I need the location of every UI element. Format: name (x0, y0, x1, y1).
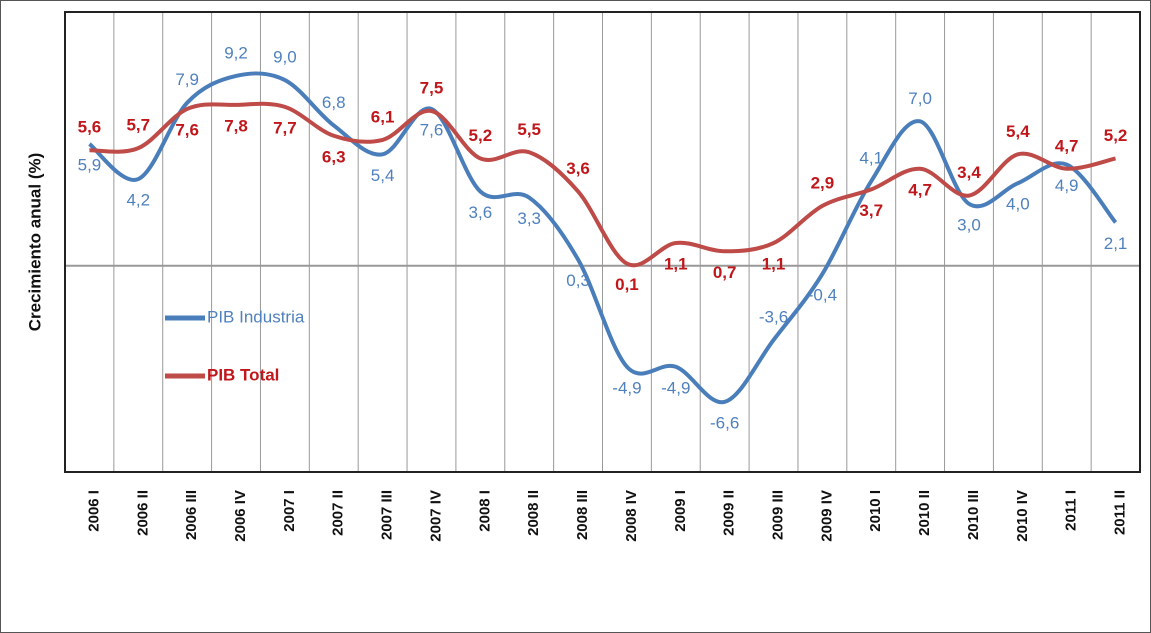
data-label: 4,0 (1006, 195, 1030, 214)
data-label: 3,6 (469, 203, 493, 222)
data-label: 7,5 (420, 78, 444, 97)
data-label: 3,0 (957, 215, 981, 234)
data-label: 0,7 (713, 263, 737, 282)
data-label: 7,6 (175, 120, 199, 139)
data-label: -6,6 (710, 413, 739, 432)
data-label: 3,3 (517, 209, 541, 228)
data-label: 6,8 (322, 93, 346, 112)
data-label: 5,6 (78, 118, 102, 137)
data-label: 4,2 (126, 191, 150, 210)
x-tick-label: 2009 II (721, 490, 738, 536)
data-label: 6,1 (371, 107, 395, 126)
data-label: 6,3 (322, 147, 346, 166)
y-axis-label: Crecimiento anual (%) (25, 153, 44, 332)
data-label: 7,6 (420, 120, 444, 139)
data-label: 7,9 (175, 70, 199, 89)
x-tick-label: 2010 IV (1014, 490, 1031, 542)
data-label: 4,9 (1055, 176, 1079, 195)
legend-label: PIB Industria (207, 307, 305, 326)
x-tick-label: 2010 III (965, 490, 982, 540)
x-tick-label: 2006 III (183, 490, 200, 540)
x-tick-label: 2010 I (867, 490, 884, 532)
x-tick-label: 2008 II (525, 490, 542, 536)
x-tick-label: 2008 III (574, 490, 591, 540)
x-tick-label: 2008 I (476, 490, 493, 532)
data-label: 0,1 (615, 275, 639, 294)
data-label: 2,9 (811, 173, 835, 192)
data-label: 4,7 (908, 180, 932, 199)
data-label: 3,7 (859, 201, 883, 220)
data-label: 9,2 (224, 43, 248, 62)
data-label: 5,5 (517, 120, 541, 139)
data-label: -4,9 (661, 378, 690, 397)
data-label: 9,0 (273, 48, 297, 67)
x-tick-label: 2007 III (379, 490, 396, 540)
x-tick-label: 2009 IV (818, 490, 835, 542)
series-line (88, 71, 1118, 405)
data-label: 1,1 (664, 255, 688, 274)
x-tick-label: 2006 I (85, 490, 102, 532)
data-label: 7,8 (224, 116, 248, 135)
plot-border (64, 11, 1141, 473)
x-tick-label: 2011 I (1063, 490, 1080, 531)
x-tick-label: 2008 IV (623, 490, 640, 542)
data-label: -0,4 (808, 285, 837, 304)
x-tick-label: 2006 IV (232, 490, 249, 542)
data-label: -4,9 (612, 378, 641, 397)
x-tick-label: 2007 I (281, 490, 298, 532)
data-label: 3,6 (566, 159, 590, 178)
data-label: 4,1 (859, 149, 883, 168)
data-label: 5,2 (469, 126, 493, 145)
data-label: 2,1 (1104, 234, 1128, 253)
data-label: 7,7 (273, 118, 297, 137)
legend-label: PIB Total (207, 365, 279, 384)
x-tick-label: 2010 II (916, 490, 933, 536)
x-tick-label: 2009 I (672, 490, 689, 532)
x-tick-label: 2007 II (330, 490, 347, 536)
data-label: 5,2 (1104, 126, 1128, 145)
data-label: 5,9 (78, 156, 102, 175)
series-line (89, 101, 1117, 268)
data-label: 5,7 (126, 116, 150, 135)
x-tick-label: 2007 IV (427, 490, 444, 542)
data-label: 3,4 (957, 163, 981, 182)
x-tick-label: 2011 II (1112, 490, 1129, 535)
x-tick-label: 2009 III (769, 490, 786, 540)
data-label: 5,4 (1006, 122, 1030, 141)
data-label: 4,7 (1055, 136, 1079, 155)
data-label: 0,3 (566, 271, 590, 290)
data-label: 7,0 (908, 89, 932, 108)
data-label: 5,4 (371, 166, 395, 185)
data-label: 1,1 (762, 255, 786, 274)
x-tick-label: 2006 II (134, 490, 151, 536)
data-label: -3,6 (759, 307, 788, 326)
